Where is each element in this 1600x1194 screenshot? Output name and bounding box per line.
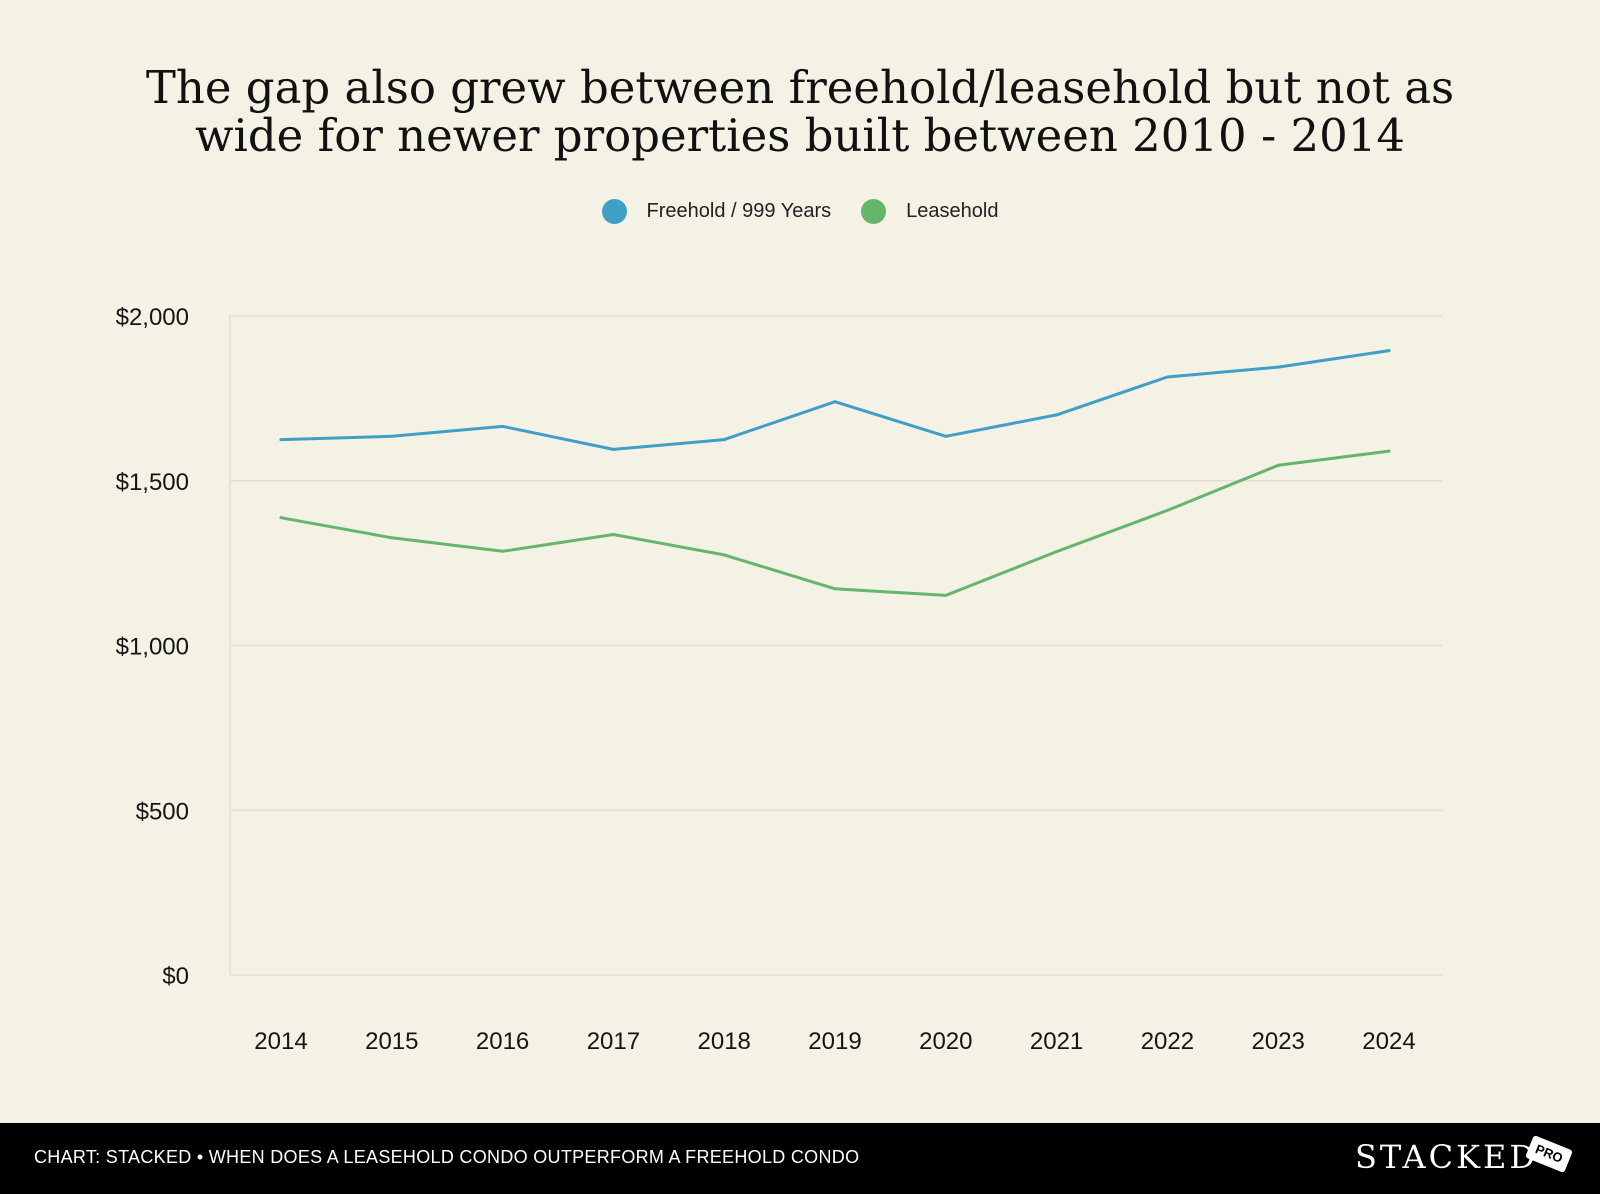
data-point-leasehold (1276, 463, 1280, 467)
data-point-freehold (944, 434, 948, 438)
legend-label-leasehold: Leasehold (906, 200, 999, 222)
x-tick-label: 2024 (1362, 1028, 1415, 1055)
legend-item-leasehold: Leasehold (861, 199, 998, 224)
footer-bar: CHART: STACKED • WHEN DOES A LEASEHOLD C… (0, 1123, 1600, 1194)
series-line-leasehold (279, 449, 1391, 597)
data-point-leasehold (611, 532, 615, 536)
x-tick-label: 2014 (254, 1028, 307, 1055)
legend-label-freehold: Freehold / 999 Years (646, 200, 832, 222)
data-point-freehold (722, 438, 726, 442)
y-tick-label: $1,500 (116, 469, 189, 496)
data-point-leasehold (722, 553, 726, 557)
data-point-leasehold (501, 549, 505, 553)
data-point-leasehold (944, 593, 948, 597)
legend-item-freehold: Freehold / 999 Years (601, 199, 832, 224)
line-chart: $0 $500 $1,000 $1,500 $2,000 2014 2015 2016 2017… (116, 304, 1442, 1055)
data-point-freehold (1055, 413, 1059, 417)
legend-marker-freehold (601, 199, 627, 224)
data-point-freehold (833, 400, 837, 404)
x-tick-label: 2017 (587, 1028, 640, 1055)
footer-caption: CHART: STACKED • WHEN DOES A LEASEHOLD C… (34, 1147, 860, 1167)
legend-marker-leasehold (861, 199, 887, 224)
x-tick-label: 2019 (808, 1028, 861, 1055)
data-point-freehold (1165, 375, 1169, 379)
x-tick-label: 2022 (1141, 1028, 1194, 1055)
series-line-freehold (279, 349, 1391, 451)
data-point-leasehold (279, 516, 283, 520)
y-tick-label: $2,000 (116, 304, 189, 331)
data-point-freehold (1387, 349, 1391, 353)
data-point-leasehold (1165, 508, 1169, 512)
y-tick-label: $0 (162, 963, 189, 990)
y-tick-label: $1,000 (116, 634, 189, 661)
chart-title-line-1: The gap also grew between freehold/lease… (145, 61, 1455, 114)
x-tick-label: 2023 (1252, 1028, 1305, 1055)
data-point-freehold (501, 424, 505, 428)
data-point-freehold (611, 447, 615, 451)
data-point-freehold (390, 434, 394, 438)
chart-legend: Freehold / 999 Years Leasehold (0, 199, 1600, 224)
data-point-leasehold (390, 536, 394, 540)
x-tick-label: 2016 (476, 1028, 529, 1055)
stacked-logo: STACKED (1355, 1138, 1539, 1176)
x-tick-label: 2018 (698, 1028, 751, 1055)
x-tick-label: 2021 (1030, 1028, 1083, 1055)
chart-title-line-2: wide for newer properties built between … (194, 109, 1406, 162)
data-point-leasehold (1387, 449, 1391, 453)
data-point-freehold (279, 438, 283, 442)
x-tick-label: 2020 (919, 1028, 972, 1055)
data-point-leasehold (1055, 550, 1059, 554)
x-tick-label: 2015 (365, 1028, 418, 1055)
data-point-freehold (1276, 365, 1280, 369)
y-tick-label: $500 (136, 798, 189, 825)
data-point-leasehold (833, 587, 837, 591)
